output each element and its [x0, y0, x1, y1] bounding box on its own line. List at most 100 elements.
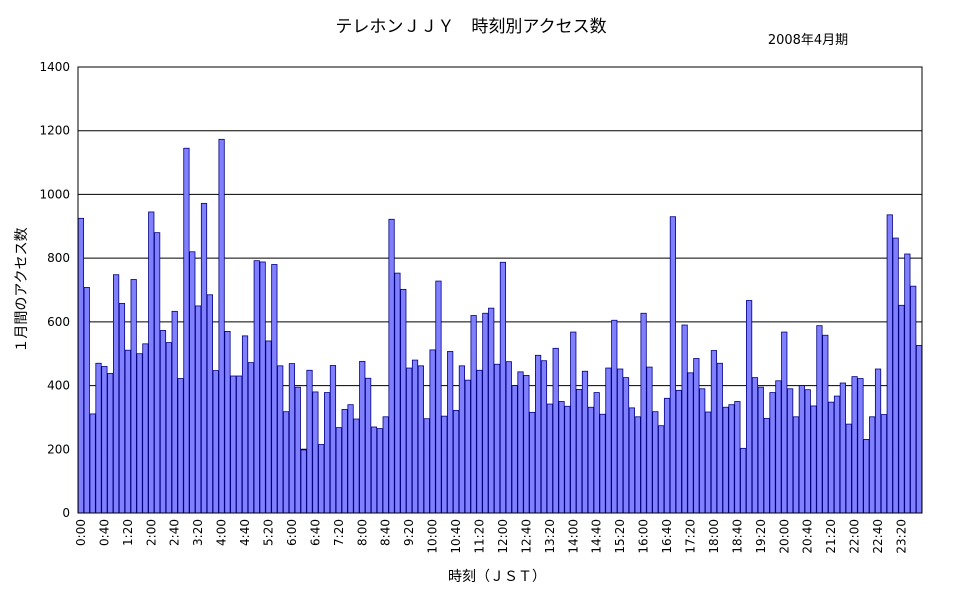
- bar: [699, 388, 706, 514]
- plot-area: [77, 66, 923, 514]
- bar: [529, 411, 536, 514]
- bar: [564, 405, 571, 514]
- bar: [787, 388, 794, 514]
- bar: [728, 404, 735, 514]
- bar: [189, 251, 196, 514]
- x-tick-label: 17:20: [683, 519, 697, 554]
- bar: [95, 362, 102, 514]
- x-tick-label: 13:20: [543, 519, 557, 554]
- bar: [335, 427, 342, 514]
- x-tick-label: 16:40: [660, 519, 674, 554]
- bar: [611, 319, 618, 514]
- x-tick-label: 2:00: [144, 519, 158, 546]
- bar: [236, 375, 243, 514]
- bar: [746, 300, 753, 514]
- x-tick-label: 18:00: [707, 519, 721, 554]
- bar: [658, 425, 665, 514]
- bar: [546, 403, 553, 514]
- bar: [400, 288, 407, 514]
- bar: [306, 369, 313, 514]
- bar: [535, 354, 542, 514]
- bar: [810, 405, 817, 514]
- bar: [154, 232, 161, 514]
- bar: [763, 417, 770, 514]
- bar: [341, 409, 348, 514]
- bar: [822, 334, 829, 514]
- bar: [663, 397, 671, 514]
- bar: [253, 260, 260, 514]
- bar: [464, 379, 471, 514]
- bar: [101, 366, 108, 514]
- x-tick-label: 2:40: [168, 519, 182, 546]
- bar: [833, 395, 841, 514]
- x-tick-label: 21:20: [824, 519, 838, 554]
- bar: [863, 439, 870, 514]
- bar: [857, 378, 864, 514]
- bar: [904, 253, 911, 514]
- y-tick-label: 1200: [39, 124, 70, 138]
- x-tick-label: 1:20: [121, 519, 135, 546]
- bar: [792, 416, 800, 514]
- y-tick-label: 1400: [39, 60, 70, 74]
- y-tick-label: 0: [62, 506, 70, 520]
- x-tick-label: 12:40: [519, 519, 533, 554]
- bar: [511, 385, 518, 514]
- x-tick-label: 3:20: [191, 519, 205, 546]
- x-tick-label: 14:00: [566, 519, 580, 554]
- bar: [382, 416, 389, 514]
- chart-title: テレホンＪＪＹ 時刻別アクセス数: [335, 17, 606, 37]
- bar: [282, 411, 290, 514]
- bar: [558, 401, 565, 514]
- bar: [388, 218, 395, 514]
- bar: [587, 406, 594, 514]
- bar: [493, 363, 501, 514]
- x-tick-label: 9:20: [402, 519, 416, 546]
- bar: [540, 360, 548, 514]
- x-tick-label: 12:00: [496, 519, 510, 554]
- bar: [751, 377, 759, 514]
- x-tick-label: 20:40: [801, 519, 815, 554]
- bar: [869, 416, 876, 514]
- bar: [142, 343, 149, 514]
- bar: [845, 423, 852, 514]
- y-tick-labels: 0 200 400 600 800 1000 1200 1400: [39, 60, 70, 520]
- bar: [447, 351, 454, 514]
- bar: [259, 261, 266, 514]
- bar: [499, 261, 507, 514]
- bar: [318, 444, 325, 514]
- bar: [77, 217, 85, 514]
- bar: [652, 411, 659, 514]
- x-tick-label: 10:40: [449, 519, 463, 554]
- bar: [218, 138, 225, 514]
- bar: [224, 331, 231, 514]
- x-tick-label: 20:00: [777, 519, 791, 554]
- bar: [265, 340, 272, 514]
- x-tick-label: 22:40: [871, 519, 885, 554]
- bar: [288, 363, 296, 514]
- bar: [130, 279, 137, 514]
- bar: [552, 347, 559, 514]
- x-tick-label: 18:40: [730, 519, 744, 554]
- bar: [617, 368, 624, 514]
- bar: [581, 370, 589, 514]
- bar: [576, 388, 583, 514]
- x-tick-label: 23:20: [894, 519, 908, 554]
- bar: [687, 372, 694, 514]
- bar: [675, 389, 682, 514]
- bar: [851, 376, 858, 514]
- bar: [769, 392, 776, 514]
- bar: [828, 401, 835, 514]
- bar: [734, 401, 741, 514]
- bar: [804, 389, 811, 514]
- x-tick-label: 8:40: [379, 519, 393, 546]
- bars: [77, 138, 923, 514]
- bar: [406, 367, 413, 514]
- x-tick-label: 0:00: [74, 519, 88, 546]
- bar: [370, 426, 378, 514]
- y-axis-label: １月間のアクセス数: [14, 227, 30, 352]
- bar: [183, 147, 190, 514]
- bar: [365, 377, 372, 514]
- bar: [880, 414, 888, 514]
- x-tick-label: 22:00: [848, 519, 862, 554]
